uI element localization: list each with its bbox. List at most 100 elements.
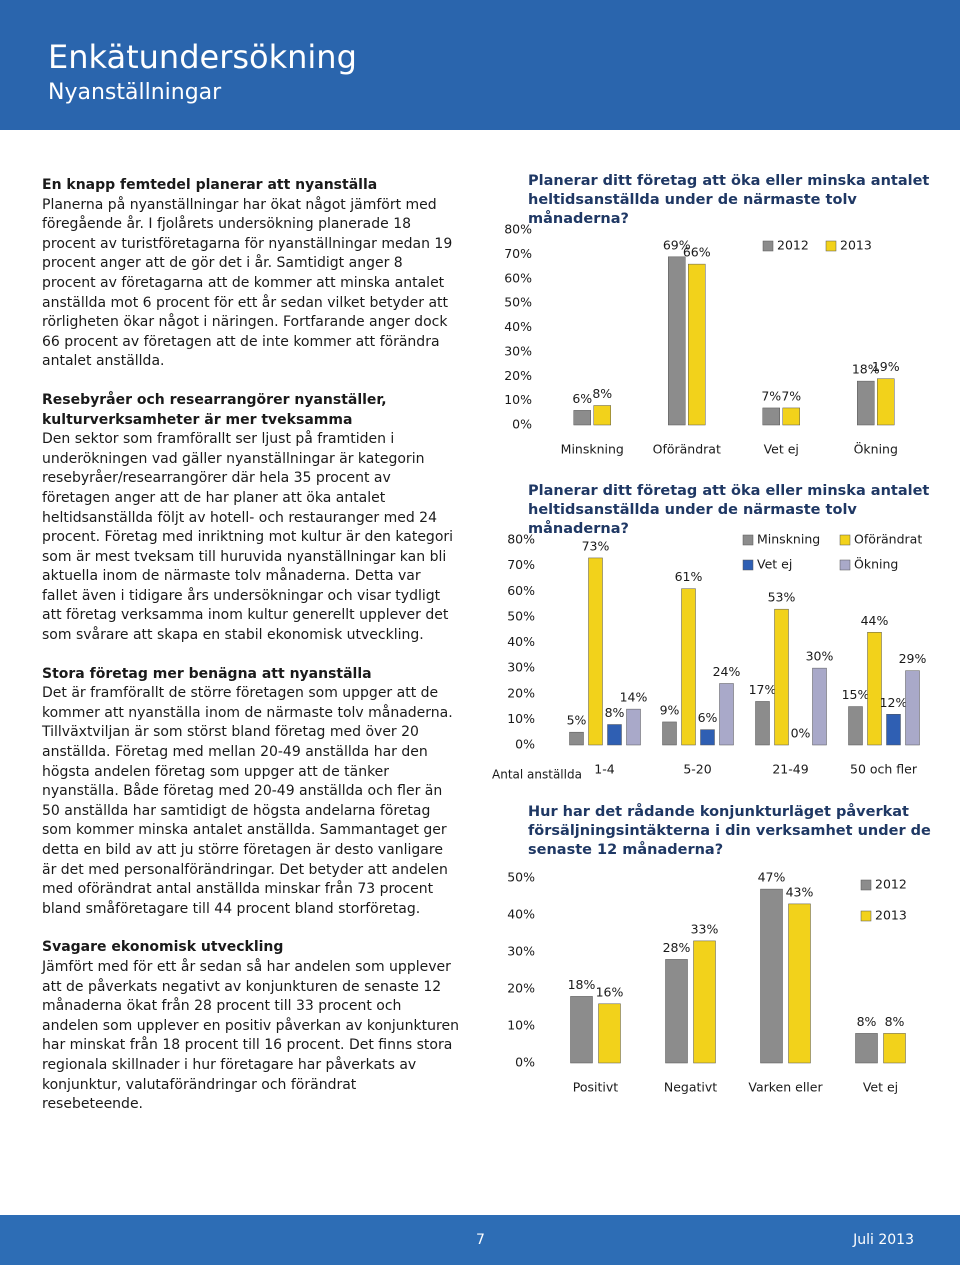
bar xyxy=(665,959,688,1064)
data-label: 7% xyxy=(761,388,781,403)
legend-swatch xyxy=(762,240,774,252)
legend-label: 2012 xyxy=(875,877,907,892)
y-tick-label: 40% xyxy=(507,907,535,922)
chart-title: Hur har det rådande konjunkturläget påve… xyxy=(528,804,931,858)
bar xyxy=(626,708,641,746)
y-tick-label: 10% xyxy=(504,392,532,407)
legend-swatch xyxy=(860,879,872,891)
bar xyxy=(693,940,716,1064)
x-tick-label: 5-20 xyxy=(683,762,711,777)
data-label: 24% xyxy=(713,664,741,679)
y-tick-label: 20% xyxy=(507,685,535,700)
legend-label: 2013 xyxy=(840,238,872,253)
data-label: 66% xyxy=(683,245,711,260)
data-label: 8% xyxy=(885,1014,905,1029)
y-tick-label: 20% xyxy=(507,981,535,996)
data-label: 33% xyxy=(691,921,719,936)
y-tick-label: 50% xyxy=(507,870,535,885)
data-label: 14% xyxy=(620,690,648,705)
bar xyxy=(848,706,863,746)
bar xyxy=(593,405,611,426)
data-label: 69% xyxy=(663,237,691,252)
data-label: 53% xyxy=(768,590,796,605)
section: Svagare ekonomisk utveckling Jämfört med … xyxy=(42,938,460,1114)
bar xyxy=(719,683,734,746)
y-tick-label: 50% xyxy=(507,608,535,623)
data-label: 6% xyxy=(698,710,718,725)
x-tick-label: 50 och fler xyxy=(850,762,918,777)
y-tick-label: 80% xyxy=(504,222,532,237)
header-subtitle: Nyanställningar xyxy=(48,80,222,105)
data-label: 30% xyxy=(806,649,834,664)
bar xyxy=(788,903,811,1064)
legend-label: 2012 xyxy=(777,238,809,253)
bar xyxy=(762,407,780,426)
legend-label: 2013 xyxy=(875,908,907,923)
data-label: 43% xyxy=(786,884,814,899)
section: En knapp femtedel planerar att nyanställ… xyxy=(42,176,460,372)
bar xyxy=(883,1033,906,1064)
x-tick-label: Vet ej xyxy=(764,442,799,457)
x-tick-label: Oförändrat xyxy=(653,442,721,457)
data-label: 15% xyxy=(842,687,870,702)
y-tick-label: 10% xyxy=(507,1018,535,1033)
x-tick-label: 1-4 xyxy=(594,762,614,777)
data-label: 17% xyxy=(749,682,777,697)
legend-label: Vet ej xyxy=(757,557,792,572)
section-body: Den sektor som framförallt ser ljust på … xyxy=(42,431,454,644)
bar xyxy=(569,731,584,746)
data-label: 28% xyxy=(663,940,691,955)
bar xyxy=(573,410,591,426)
section-heading: Svagare ekonomisk utveckling xyxy=(42,939,284,956)
legend-label: Ökning xyxy=(854,556,898,572)
bar xyxy=(588,557,603,746)
data-label: 8% xyxy=(857,1014,877,1029)
legend-swatch xyxy=(742,559,754,571)
section-heading: En knapp femtedel planerar att nyanställ… xyxy=(42,177,378,193)
data-label: 5% xyxy=(567,713,587,728)
y-tick-label: 20% xyxy=(504,368,532,383)
legend-label: Oförändrat xyxy=(854,532,922,547)
data-label: 61% xyxy=(675,569,703,584)
footer-date: Juli 2013 xyxy=(853,1232,914,1248)
data-label: 9% xyxy=(660,702,680,717)
y-tick-label: 30% xyxy=(504,343,532,358)
bar xyxy=(755,701,770,746)
y-tick-label: 30% xyxy=(507,944,535,959)
legend-label: Minskning xyxy=(757,532,820,547)
section: Resebyråer och researrangörer nyanställe… xyxy=(42,391,460,646)
y-tick-label: 70% xyxy=(504,246,532,261)
x-tick-label: Vet ej xyxy=(863,1080,898,1095)
legend-swatch xyxy=(839,534,851,546)
data-label: 18% xyxy=(852,362,880,377)
data-label: 73% xyxy=(582,538,610,553)
legend-swatch xyxy=(839,559,851,571)
page-number: 7 xyxy=(476,1232,485,1248)
bar xyxy=(855,1033,878,1064)
bar xyxy=(774,608,789,746)
data-label: 47% xyxy=(758,870,786,885)
data-label: 12% xyxy=(880,695,908,710)
bar xyxy=(886,714,901,746)
bar xyxy=(688,263,706,426)
y-tick-label: 40% xyxy=(504,319,532,334)
data-label: 8% xyxy=(605,705,625,720)
bar xyxy=(812,667,827,746)
x-tick-label: 21-49 xyxy=(772,762,808,777)
y-tick-label: 60% xyxy=(504,270,532,285)
bar xyxy=(598,1003,621,1064)
data-label: 44% xyxy=(861,613,889,628)
x-tick-label: Positivt xyxy=(573,1080,618,1095)
y-tick-label: 0% xyxy=(515,1055,535,1070)
section-body: Planerna på nyanställningar har ökat någ… xyxy=(42,196,453,370)
legend-swatch xyxy=(742,534,754,546)
section-body: Det är framförallt de större företagen s… xyxy=(42,685,453,917)
y-tick-label: 0% xyxy=(512,417,532,432)
y-tick-label: 60% xyxy=(507,583,535,598)
y-tick-label: 0% xyxy=(515,737,535,752)
bar xyxy=(905,670,920,746)
bar xyxy=(877,378,895,426)
chart-title: Planerar ditt företag att öka eller mins… xyxy=(528,173,930,227)
